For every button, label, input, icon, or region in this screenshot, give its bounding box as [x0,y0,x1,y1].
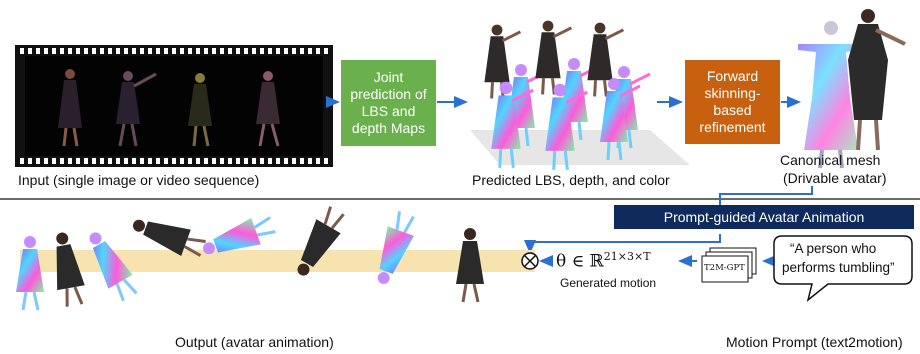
input-frame-1 [58,69,82,147]
input-frame-4 [256,71,280,147]
generated-motion-caption: Generated motion [560,276,657,290]
prompt-quote-line1: “A person who [790,241,877,256]
t2m-gpt-icon [701,247,757,283]
output-avatar-6 [297,206,345,276]
predicted-avatar-7 [491,81,534,168]
predicted-avatars-cluster [470,20,690,170]
motion-prompt-caption: Motion Prompt (text2motion) [726,334,903,350]
output-avatar-3 [89,232,138,302]
output-avatar-7 [377,211,415,285]
combine-operator-icon [521,252,539,270]
prompt-quote-line2: performs tumbling” [782,260,895,275]
predicted-caption: Predicted LBS, depth, and color [472,172,670,188]
output-avatar-4 [132,219,206,257]
motion-formula-exponent: 21×3×T [603,250,651,263]
connector-canonical-to-banner [719,186,813,212]
predicted-avatar-3 [535,20,573,95]
prompt-speech-bubble [773,235,913,302]
output-caption: Output (avatar animation) [175,334,334,350]
input-frame-3 [188,73,212,147]
output-avatar-sequence [16,206,484,311]
input-caption: Input (single image or video sequence) [18,172,260,188]
film-sprockets-top [20,48,328,54]
motion-formula-prefix: θ ∈ ℝ [556,251,604,272]
predicted-avatar-9 [600,78,641,161]
prompt-guided-banner: Prompt-guided Avatar Animation [614,205,914,229]
joint-prediction-box: Joint prediction of LBS and depth Maps [341,60,436,146]
forward-skinning-box: Forward skinning- based refinement [685,60,780,144]
input-frame-2 [116,71,157,147]
canonical-mesh [798,9,906,169]
output-avatar-8 [456,228,484,303]
predicted-avatar-8 [545,83,588,170]
film-sprockets-bottom [20,158,328,164]
output-motion-track [20,250,535,272]
input-film-strip [15,45,333,167]
predicted-avatar-1 [484,24,522,99]
canonical-caption-line1: Canonical mesh [780,152,881,168]
predicted-avatar-5 [587,22,625,97]
connector-banner-to-output [524,234,721,254]
canonical-caption-line2: (Drivable avatar) [783,170,887,186]
output-avatar-5 [202,216,276,255]
t2m-gpt-label: T2M-GPT [704,263,745,273]
output-avatar-2 [56,232,85,307]
output-avatar-1 [16,236,44,311]
motion-formula: θ ∈ ℝ21×3×T [556,250,651,272]
